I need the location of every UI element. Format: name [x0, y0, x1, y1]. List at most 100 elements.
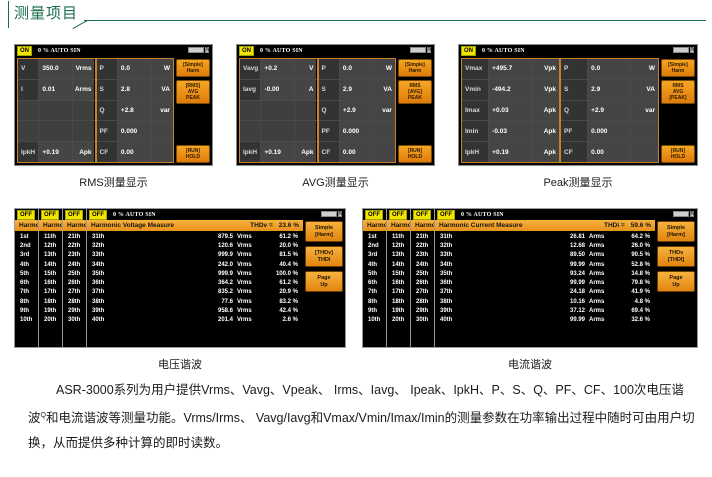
harmonic-row[interactable]: 36th 99.99 Arms 79.8 % [435, 278, 655, 287]
harmonic-row[interactable]: 5th [363, 269, 697, 278]
harmonic-row[interactable]: 7th [363, 288, 697, 297]
harmonic-row[interactable]: 35th 93.24 Arms 14.8 % [435, 269, 655, 278]
measurement-row[interactable]: Vmax +495.7 Vpk [462, 59, 559, 80]
measurement-row[interactable]: PF 0.000 [318, 121, 395, 143]
harmonic-row[interactable]: 32th 120.6 Vrms 20.0 % [87, 241, 303, 250]
measurement-row[interactable]: P 0.0 W [96, 59, 173, 80]
soft-key-button-3[interactable]: [RUN] HOLD [176, 145, 210, 163]
soft-key-button-2[interactable]: RMS AVG [PEAK] [661, 80, 695, 104]
harmonic-row[interactable]: 6th [15, 278, 345, 287]
soft-key-button-1[interactable]: Simple [Harm] [657, 221, 695, 242]
harmonic-row[interactable]: 37th 24.18 Arms 41.9 % [435, 288, 655, 297]
measurement-row[interactable]: PF 0.000 [96, 121, 173, 143]
soft-key-button-1[interactable]: [Simple] Harm [398, 59, 432, 77]
harmonic-row[interactable]: 8th [363, 297, 697, 306]
measurement-row[interactable]: S 2.9 VA [561, 79, 658, 101]
harmonic-row[interactable]: 37th 835.2 Vrms 20.9 % [87, 288, 303, 297]
harmonic-row[interactable]: 10th [15, 316, 345, 325]
harmonic-row[interactable]: 7th [15, 288, 345, 297]
soft-key-button-2[interactable]: THDv [THDI] [657, 246, 695, 267]
harmonic-row[interactable]: 8th [15, 297, 345, 306]
harmonic-row[interactable]: 3rd [15, 251, 345, 260]
harmonic-row[interactable]: 18th [39, 297, 345, 306]
measurement-row[interactable]: Q +2.9 var [318, 100, 395, 122]
measurement-row[interactable]: I 0.01 Arms [18, 79, 95, 101]
soft-key-button-3[interactable]: [RUN] HOLD [398, 145, 432, 163]
output-status-badge[interactable]: ON [461, 45, 476, 56]
harmonic-row[interactable]: 1st [363, 232, 697, 241]
harmonic-row[interactable]: 16th [39, 278, 345, 287]
harmonic-row[interactable]: 40th 201.4 Vrms 2.6 % [87, 316, 303, 325]
harmonic-row[interactable]: 17th [39, 288, 345, 297]
harmonic-row[interactable]: 14th [387, 260, 697, 269]
measurement-screen-rms[interactable]: ON 0 % AUTO SIN M V 350.0 Vrms I 0.01 Arms IpkH +0… [14, 44, 213, 166]
harmonic-row[interactable]: 28th [411, 297, 697, 306]
measurement-row[interactable] [240, 121, 317, 143]
harmonic-row[interactable]: 40th 99.99 Arms 32.6 % [435, 316, 655, 325]
harmonic-row[interactable]: 19th [39, 306, 345, 315]
harmonic-row[interactable]: 32th 12.68 Arms 26.0 % [435, 241, 655, 250]
measurement-row[interactable]: V 350.0 Vrms [18, 59, 95, 80]
harmonic-row[interactable]: 3rd [363, 251, 697, 260]
harmonic-row[interactable]: 5th [15, 269, 345, 278]
harmonic-row[interactable]: 17th [387, 288, 697, 297]
harmonic-row[interactable]: 4th [15, 260, 345, 269]
harmonic-row[interactable]: 39th 958.6 Vrms 42.4 % [87, 306, 303, 315]
harmonic-row[interactable]: 16th [387, 278, 697, 287]
harmonic-row[interactable]: 4th [363, 260, 697, 269]
soft-key-button-2[interactable]: RMS [AVG] PEAK [398, 80, 432, 104]
measurement-row[interactable]: Vavg +0.2 V [240, 59, 317, 80]
harmonic-row[interactable]: 36th 364.2 Vrms 61.2 % [87, 278, 303, 287]
soft-key-button-3[interactable]: Page Up [305, 271, 343, 292]
output-status-badge[interactable]: OFF [389, 209, 407, 220]
measurement-screen-peak[interactable]: ON 0 % AUTO SIN M Vmax +495.7 Vpk Vmin -494.2 Vp… [458, 44, 698, 166]
harmonic-row[interactable]: 38th 77.6 Vrms 83.2 % [87, 297, 303, 306]
harmonic-row[interactable]: 39th 37.12 Arms 69.4 % [435, 306, 655, 315]
output-status-badge[interactable]: ON [239, 45, 254, 56]
soft-key-button-2[interactable]: [RMS] AVG PEAK [176, 80, 210, 104]
harmonic-row[interactable]: 35th 999.9 Vrms 100.0 % [87, 269, 303, 278]
harmonic-row[interactable]: 24th [63, 260, 345, 269]
harmonic-row[interactable]: 18th [387, 297, 697, 306]
measurement-row[interactable]: P 0.0 W [318, 59, 395, 80]
harmonic-row[interactable]: 10th [363, 316, 697, 325]
harmonic-row[interactable]: 27th [63, 288, 345, 297]
measurement-row[interactable]: IpkH +0.19 Apk [18, 142, 95, 162]
output-status-badge[interactable]: OFF [17, 209, 35, 220]
measurement-row[interactable]: PF 0.000 [561, 121, 658, 143]
output-status-badge[interactable]: OFF [437, 209, 455, 220]
output-status-badge[interactable]: OFF [365, 209, 383, 220]
measurement-row[interactable]: P 0.0 W [561, 59, 658, 80]
soft-key-button-1[interactable]: Simple [Harm] [305, 221, 343, 242]
harmonic-row[interactable]: 25th [411, 269, 697, 278]
harmonic-row[interactable]: 2nd [363, 241, 697, 250]
harmonic-row[interactable]: 6th [363, 278, 697, 287]
output-status-badge[interactable]: OFF [41, 209, 59, 220]
harmonic-row[interactable]: 15th [387, 269, 697, 278]
harmonic-row[interactable]: 33th 999.9 Vrms 81.5 % [87, 251, 303, 260]
harmonic-row[interactable]: 24th [411, 260, 697, 269]
measurement-row[interactable] [18, 100, 95, 122]
soft-key-button-3[interactable]: Page Up [657, 271, 695, 292]
harmonic-row[interactable]: 29th [63, 306, 345, 315]
output-status-badge[interactable]: ON [17, 45, 32, 56]
harmonic-row[interactable]: 14th [39, 260, 345, 269]
harmonic-row[interactable]: 25th [63, 269, 345, 278]
harmonic-row[interactable]: 11th [387, 232, 697, 241]
harmonic-screen-voltage[interactable]: OFF 0 % AUTO SIN Harmonic 1st 2nd 3rd 4th 5th 6t… [14, 208, 346, 348]
harmonic-row[interactable]: 12th [387, 241, 697, 250]
measurement-row[interactable]: CF 0.00 [96, 142, 174, 162]
measurement-row[interactable]: Imax +0.03 Apk [462, 100, 559, 122]
harmonic-row[interactable]: 21th [411, 232, 697, 241]
measurement-row[interactable] [240, 100, 317, 122]
harmonic-row[interactable]: 9th [363, 306, 697, 315]
harmonic-row[interactable]: 2nd [15, 241, 345, 250]
measurement-screen-avg[interactable]: ON 0 % AUTO SIN M Vavg +0.2 V Iavg -0.00 A IpkH +0… [236, 44, 435, 166]
harmonic-row[interactable]: 21th [63, 232, 345, 241]
harmonic-screen-current[interactable]: OFF 0 % AUTO SIN Harmonic 1st 2nd 3rd 4th 5th 6t… [362, 208, 698, 348]
harmonic-row[interactable]: 20th [39, 316, 345, 325]
harmonic-row[interactable]: 13th [387, 251, 697, 260]
harmonic-row[interactable]: 11th [39, 232, 345, 241]
measurement-row[interactable]: S 2.8 VA [96, 79, 173, 101]
harmonic-row[interactable]: 38th 10.16 Arms 4.8 % [435, 297, 655, 306]
